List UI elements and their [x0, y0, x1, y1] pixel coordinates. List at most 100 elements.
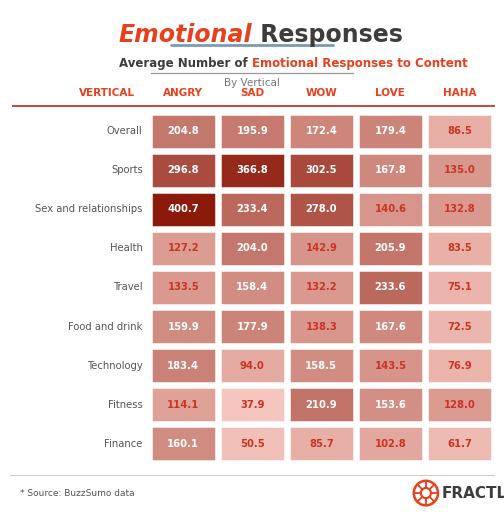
Text: HAHA: HAHA — [443, 88, 476, 98]
Bar — [151, 426, 216, 461]
Text: 204.8: 204.8 — [167, 126, 199, 136]
Text: 61.7: 61.7 — [447, 439, 472, 449]
Bar — [289, 270, 354, 305]
Bar — [151, 192, 216, 227]
Bar — [289, 309, 354, 344]
Bar — [220, 153, 285, 188]
Bar — [427, 153, 492, 188]
Text: 400.7: 400.7 — [167, 204, 199, 215]
Bar — [358, 270, 423, 305]
Text: 195.9: 195.9 — [236, 126, 268, 136]
Text: 138.3: 138.3 — [305, 322, 337, 332]
Text: 179.4: 179.4 — [374, 126, 406, 136]
Bar — [427, 192, 492, 227]
Text: Emotional: Emotional — [118, 23, 252, 47]
Text: VERTICAL: VERTICAL — [79, 88, 135, 98]
Text: 76.9: 76.9 — [447, 360, 472, 371]
Text: LOVE: LOVE — [375, 88, 405, 98]
Text: Emotional Responses to Content: Emotional Responses to Content — [252, 57, 468, 70]
Bar — [358, 348, 423, 383]
Bar — [220, 192, 285, 227]
Text: 172.4: 172.4 — [305, 126, 337, 136]
Bar — [358, 387, 423, 422]
Bar — [220, 426, 285, 461]
Bar — [427, 387, 492, 422]
Text: 132.8: 132.8 — [444, 204, 475, 215]
Text: 143.5: 143.5 — [374, 360, 406, 371]
Text: 205.9: 205.9 — [374, 243, 406, 253]
Bar — [427, 348, 492, 383]
Bar — [427, 270, 492, 305]
Bar — [220, 270, 285, 305]
Text: 366.8: 366.8 — [236, 165, 268, 175]
Bar — [289, 426, 354, 461]
Bar — [220, 114, 285, 148]
Text: Fitness: Fitness — [108, 400, 143, 410]
Text: FRACTL: FRACTL — [442, 485, 504, 501]
Text: 167.6: 167.6 — [374, 322, 406, 332]
Text: 114.1: 114.1 — [167, 400, 200, 410]
Text: Sex and relationships: Sex and relationships — [35, 204, 143, 215]
Text: Responses: Responses — [252, 23, 403, 47]
Text: 183.4: 183.4 — [167, 360, 199, 371]
Text: * Source: BuzzSumo data: * Source: BuzzSumo data — [20, 488, 135, 498]
Bar — [151, 387, 216, 422]
Bar — [220, 231, 285, 266]
Bar — [220, 309, 285, 344]
Text: 210.9: 210.9 — [305, 400, 337, 410]
Bar — [151, 153, 216, 188]
Text: 135.0: 135.0 — [444, 165, 475, 175]
Text: Technology: Technology — [87, 360, 143, 371]
Bar — [220, 387, 285, 422]
Text: SAD: SAD — [240, 88, 264, 98]
Bar — [427, 231, 492, 266]
Bar — [289, 153, 354, 188]
Text: 160.1: 160.1 — [167, 439, 199, 449]
Bar — [151, 231, 216, 266]
Text: 85.7: 85.7 — [309, 439, 334, 449]
Bar — [427, 309, 492, 344]
Text: 50.5: 50.5 — [240, 439, 265, 449]
Bar — [220, 348, 285, 383]
Bar — [427, 114, 492, 148]
Bar — [358, 426, 423, 461]
Text: 72.5: 72.5 — [447, 322, 472, 332]
Bar — [151, 114, 216, 148]
Bar — [289, 231, 354, 266]
Bar — [358, 309, 423, 344]
Text: Sports: Sports — [111, 165, 143, 175]
Bar — [358, 153, 423, 188]
Text: 158.4: 158.4 — [236, 283, 268, 292]
Text: 102.8: 102.8 — [374, 439, 406, 449]
Text: 86.5: 86.5 — [447, 126, 472, 136]
Text: Finance: Finance — [104, 439, 143, 449]
Text: 132.2: 132.2 — [305, 283, 337, 292]
Bar — [289, 387, 354, 422]
Text: 83.5: 83.5 — [447, 243, 472, 253]
Text: ANGRY: ANGRY — [163, 88, 203, 98]
Text: Average Number of: Average Number of — [119, 57, 252, 70]
Bar — [289, 114, 354, 148]
Text: 37.9: 37.9 — [240, 400, 265, 410]
Text: By Vertical: By Vertical — [224, 78, 280, 88]
Text: 204.0: 204.0 — [236, 243, 268, 253]
Text: 233.6: 233.6 — [374, 283, 406, 292]
Text: Travel: Travel — [113, 283, 143, 292]
Bar — [358, 192, 423, 227]
Text: Overall: Overall — [107, 126, 143, 136]
Text: 158.5: 158.5 — [305, 360, 337, 371]
Bar — [151, 270, 216, 305]
Bar — [151, 348, 216, 383]
Text: Food and drink: Food and drink — [68, 322, 143, 332]
Text: 133.5: 133.5 — [167, 283, 199, 292]
Text: 177.9: 177.9 — [236, 322, 268, 332]
Text: 278.0: 278.0 — [305, 204, 337, 215]
Text: 127.2: 127.2 — [167, 243, 199, 253]
Bar — [289, 348, 354, 383]
Text: 159.9: 159.9 — [167, 322, 199, 332]
Text: 94.0: 94.0 — [240, 360, 265, 371]
Text: 302.5: 302.5 — [305, 165, 337, 175]
Bar — [358, 231, 423, 266]
Bar — [358, 114, 423, 148]
Text: 296.8: 296.8 — [167, 165, 199, 175]
